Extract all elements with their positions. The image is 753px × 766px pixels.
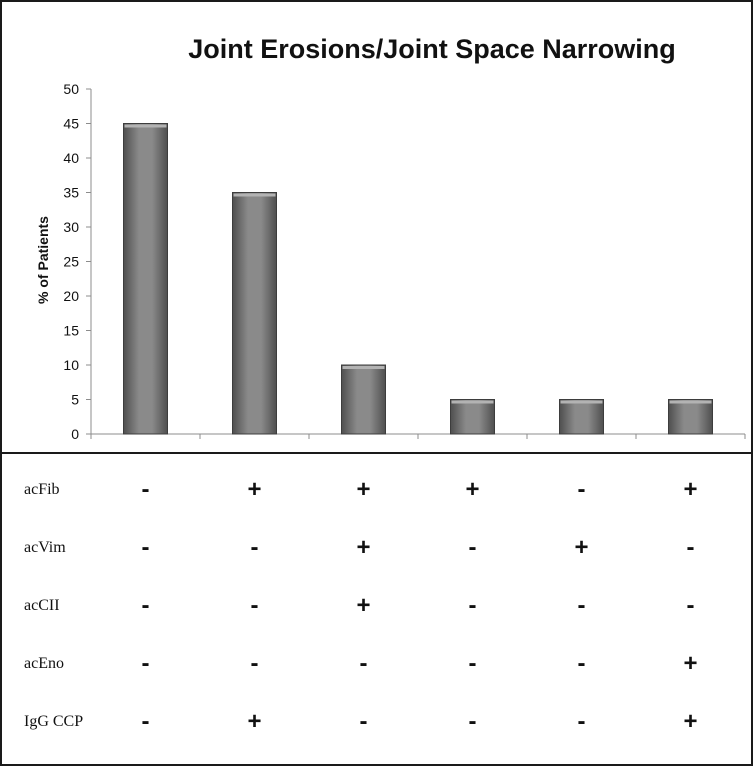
negative-sign: - — [142, 708, 150, 735]
bar-highlight — [233, 193, 276, 197]
row-label: IgG CCP — [24, 713, 83, 730]
table-row: IgG CCP - + - - - + — [24, 708, 698, 735]
bar — [450, 399, 495, 435]
table-row: acVim - - + - + - — [24, 534, 695, 561]
negative-sign: - — [687, 592, 695, 619]
bar-body — [123, 123, 168, 435]
negative-sign: - — [251, 650, 259, 677]
row-label: acCII — [24, 597, 60, 614]
bars — [123, 123, 713, 435]
bar-highlight — [669, 400, 712, 404]
negative-sign: - — [142, 592, 150, 619]
negative-sign: - — [578, 708, 586, 735]
y-tick-label: 40 — [63, 150, 79, 166]
y-tick-label: 20 — [63, 288, 79, 304]
y-tick-label: 50 — [63, 81, 79, 97]
y-tick-label: 15 — [63, 323, 79, 339]
marker-table: acFib - + + + - + acVim - - + - + - acCII - - + - - - acEno - -… — [24, 476, 698, 735]
negative-sign: - — [469, 708, 477, 735]
row-label: acEno — [24, 655, 64, 672]
bar-body — [559, 399, 604, 435]
bar-highlight — [451, 400, 494, 404]
bar — [668, 399, 713, 435]
negative-sign: - — [251, 534, 259, 561]
negative-sign: - — [578, 476, 586, 503]
positive-sign: + — [683, 476, 697, 503]
negative-sign: - — [251, 592, 259, 619]
row-label: acVim — [24, 539, 66, 556]
bar — [232, 192, 277, 435]
y-tick-label: 25 — [63, 254, 79, 270]
table-row: acCII - - + - - - — [24, 592, 695, 619]
bar-highlight — [342, 366, 385, 369]
negative-sign: - — [142, 476, 150, 503]
table-row: acFib - + + + - + — [24, 476, 698, 503]
chart-title: Joint Erosions/Joint Space Narrowing — [188, 34, 676, 64]
x-axis — [90, 433, 746, 439]
bar — [341, 364, 386, 435]
positive-sign: + — [356, 592, 370, 619]
positive-sign: + — [356, 476, 370, 503]
negative-sign: - — [469, 534, 477, 561]
y-tick-label: 30 — [63, 219, 79, 235]
row-label: acFib — [24, 481, 60, 498]
positive-sign: + — [356, 534, 370, 561]
bar — [559, 399, 604, 435]
negative-sign: - — [687, 534, 695, 561]
bar-body — [341, 364, 386, 435]
y-tick-label: 5 — [71, 392, 79, 408]
y-tick-label: 10 — [63, 357, 79, 373]
negative-sign: - — [578, 592, 586, 619]
negative-sign: - — [142, 534, 150, 561]
bar-body — [668, 399, 713, 435]
positive-sign: + — [465, 476, 479, 503]
bar-body — [450, 399, 495, 435]
positive-sign: + — [247, 476, 261, 503]
negative-sign: - — [360, 650, 368, 677]
table-row: acEno - - - - - + — [24, 650, 698, 677]
bar-highlight — [560, 400, 603, 404]
y-axis-ticks: 0 5 10 15 20 25 30 35 40 45 50 — [63, 81, 92, 442]
negative-sign: - — [469, 650, 477, 677]
y-tick-label: 35 — [63, 185, 79, 201]
negative-sign: - — [578, 650, 586, 677]
y-axis-title: % of Patients — [35, 216, 51, 304]
bar — [123, 123, 168, 435]
negative-sign: - — [142, 650, 150, 677]
y-tick-label: 45 — [63, 116, 79, 132]
positive-sign: + — [247, 708, 261, 735]
y-tick-label: 0 — [71, 426, 79, 442]
bar-body — [232, 192, 277, 435]
negative-sign: - — [469, 592, 477, 619]
bar-highlight — [124, 124, 167, 128]
positive-sign: + — [683, 708, 697, 735]
positive-sign: + — [683, 650, 697, 677]
positive-sign: + — [574, 534, 588, 561]
negative-sign: - — [360, 708, 368, 735]
